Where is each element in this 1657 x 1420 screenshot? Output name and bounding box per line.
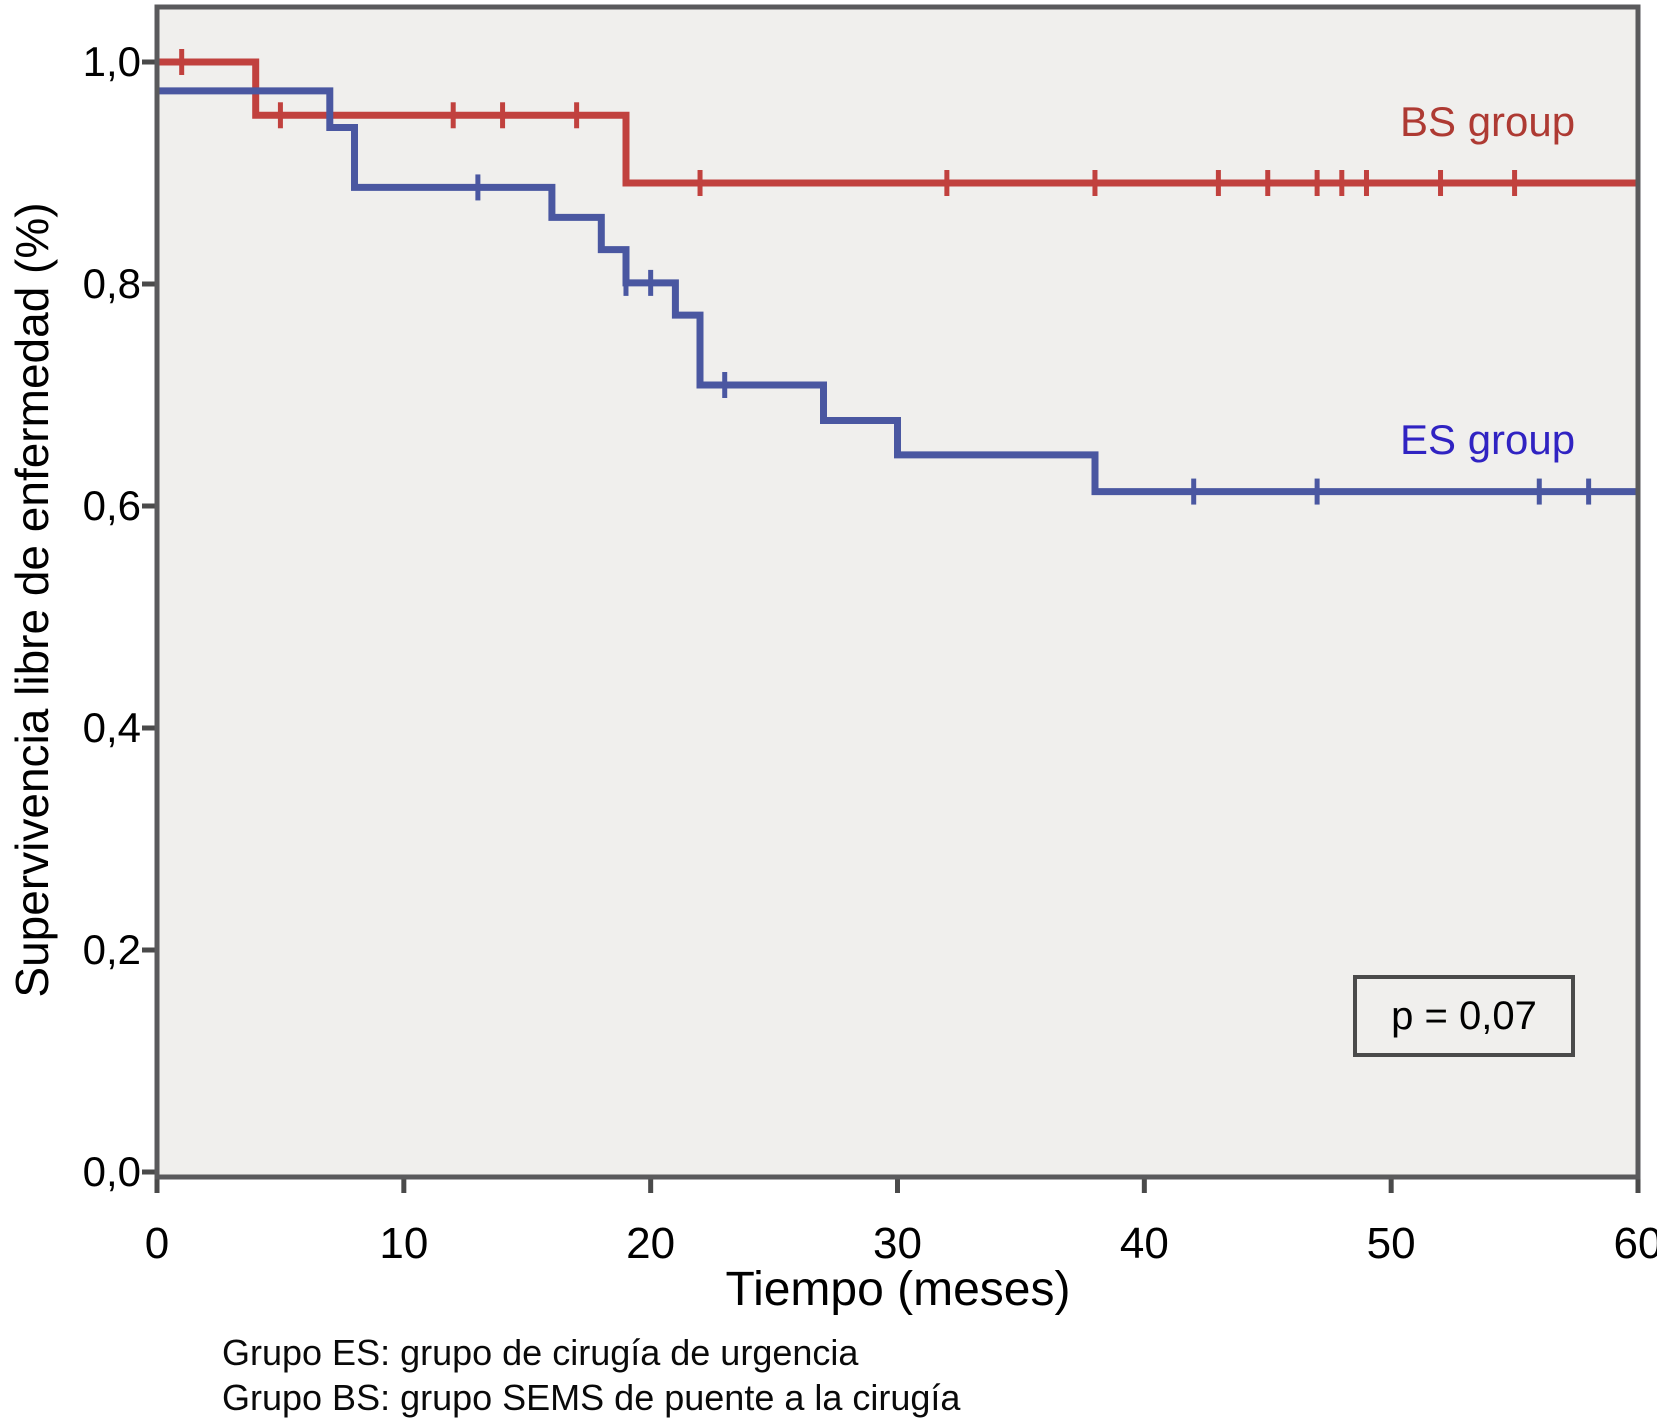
x-tick-label: 60	[1613, 1219, 1657, 1268]
x-tick-label: 0	[144, 1219, 170, 1268]
bs-survival-curve	[157, 58, 1638, 187]
y-tick-label: 0,4	[82, 704, 141, 751]
x-tick-label: 40	[1119, 1219, 1169, 1268]
plot-frame	[154, 4, 1641, 1180]
x-tick-label: 10	[379, 1219, 429, 1268]
y-tick-label: 0,6	[82, 482, 141, 529]
x-tick-label: 20	[626, 1219, 676, 1268]
x-tick-label: 30	[873, 1219, 922, 1268]
x-tick-label: 50	[1366, 1219, 1416, 1268]
y-tick-label: 0,2	[82, 926, 141, 973]
y-tick-label: 0,8	[82, 260, 141, 307]
bs-group-series-label: BS group	[1400, 98, 1576, 145]
x-axis-title: Tiempo (meses)	[725, 1263, 1071, 1316]
p-value-box: p = 0,07	[1353, 975, 1575, 1057]
footnote-bs: Grupo BS: grupo SEMS de puente a la ciru…	[222, 1377, 961, 1418]
p-value-text: p = 0,07	[1391, 993, 1537, 1038]
y-tick-label: 0,0	[82, 1148, 141, 1195]
y-axis-title: Supervivencia libre de enfermedad (%)	[6, 202, 58, 998]
y-tick-label: 1,0	[82, 38, 141, 85]
figure-footnotes: Grupo ES: grupo de cirugía de urgencia G…	[222, 1330, 960, 1420]
es-group-series-label: ES group	[1400, 416, 1576, 463]
footnote-es: Grupo ES: grupo de cirugía de urgencia	[222, 1332, 859, 1373]
